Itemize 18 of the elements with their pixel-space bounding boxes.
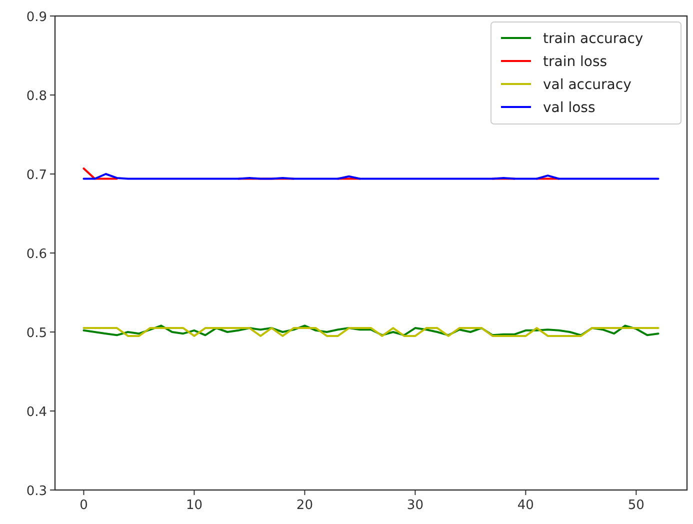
legend-label: train accuracy (543, 31, 644, 47)
x-tick-label: 20 (296, 498, 313, 513)
y-tick-label: 0.5 (26, 326, 47, 341)
legend-label: val loss (543, 100, 596, 116)
y-tick-label: 0.3 (26, 484, 47, 499)
line-series (82, 324, 660, 336)
x-tick-label: 30 (406, 498, 424, 513)
legend-label: val accuracy (543, 77, 632, 93)
y-tick-label: 0.6 (26, 247, 47, 262)
y-tick-label: 0.4 (26, 405, 47, 420)
x-tick-label: 40 (517, 498, 534, 513)
y-tick-label: 0.8 (26, 89, 47, 104)
x-tick-label: 50 (628, 498, 644, 513)
x-tick-label: 10 (186, 498, 202, 513)
y-tick-label: 0.7 (26, 168, 47, 183)
x-tick-label: 0 (80, 498, 88, 513)
legend-label: train loss (543, 54, 608, 70)
y-tick-label: 0.9 (26, 10, 47, 25)
